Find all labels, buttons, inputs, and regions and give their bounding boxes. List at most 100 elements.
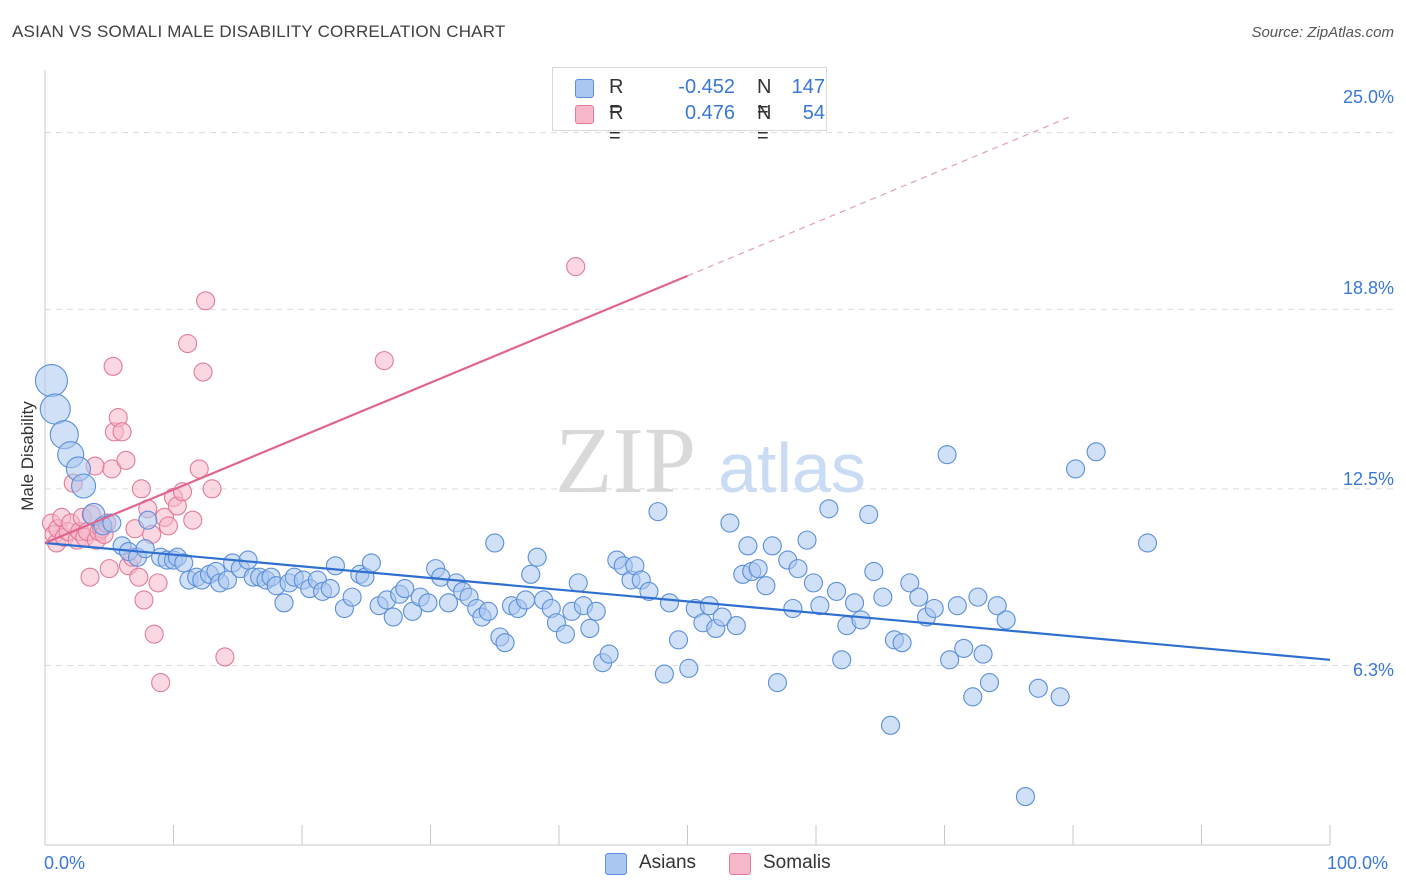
somali-point	[103, 356, 123, 376]
somali-point	[131, 479, 151, 499]
asian-point	[797, 530, 817, 550]
asian-point	[987, 596, 1007, 616]
asian-point	[1086, 442, 1106, 462]
r-value: -0.452	[678, 76, 735, 98]
n-label: N =	[757, 102, 772, 147]
asian-point	[71, 473, 97, 499]
somali-point	[202, 479, 222, 499]
asian-point	[844, 593, 865, 613]
somali-point	[151, 673, 171, 693]
somali-point	[102, 459, 122, 479]
asian-point	[1015, 787, 1036, 807]
somali-trend-line-extension	[687, 115, 1074, 277]
y-tick-label: 12.5%	[1342, 469, 1394, 489]
chart-source: Source: ZipAtlas.com	[1251, 24, 1394, 41]
asian-point	[521, 564, 541, 584]
somali-point	[129, 567, 149, 587]
asian-point	[527, 547, 547, 567]
asian-point	[726, 616, 746, 636]
asian-point	[851, 610, 871, 630]
asian-point	[1137, 533, 1158, 553]
asian-point	[138, 510, 158, 530]
asian-point	[996, 610, 1016, 630]
asian-point	[937, 445, 957, 465]
asian-point	[827, 581, 847, 601]
asian-point	[516, 590, 536, 610]
somali-point	[112, 422, 132, 442]
somali-point	[144, 624, 164, 644]
asian-point	[679, 658, 699, 678]
asian-point	[947, 596, 967, 616]
gridlines	[45, 132, 1395, 666]
asian-point	[788, 559, 808, 579]
asian-point	[342, 587, 362, 607]
asian-point	[748, 559, 768, 579]
n-value: 147	[791, 76, 825, 98]
asian-point	[880, 715, 901, 735]
asian-point	[712, 607, 732, 627]
asian-point	[767, 673, 788, 693]
somali-point	[193, 362, 213, 382]
somali-points	[41, 257, 586, 693]
asian-point	[699, 596, 719, 616]
somali-point	[99, 559, 119, 579]
asian-point	[810, 596, 830, 616]
asian-point	[859, 504, 879, 525]
asian-point	[864, 561, 884, 582]
r-label: R =	[609, 76, 624, 121]
somali-point	[158, 516, 178, 536]
asian-point	[963, 687, 983, 707]
n-value: 54	[802, 102, 825, 124]
somali-point	[80, 567, 100, 587]
asian-point	[395, 579, 415, 599]
asian-point	[924, 598, 944, 619]
n-label: N =	[757, 76, 772, 121]
x-tick-label-max: 100.0%	[1327, 853, 1389, 873]
asian-point	[979, 673, 1000, 693]
y-tick-label: 6.3%	[1352, 660, 1394, 680]
asian-point	[1028, 678, 1048, 698]
stats-legend: R = -0.452 N = 147 R = 0.476 N = 54	[552, 67, 827, 147]
asian-point	[648, 502, 668, 522]
asian-point	[762, 536, 782, 556]
somali-point	[116, 450, 136, 470]
asian-point	[438, 593, 459, 613]
asian-point	[720, 513, 740, 533]
asian-point	[803, 573, 823, 593]
legend-label-asians: Asians	[639, 852, 697, 873]
asian-point	[940, 650, 960, 670]
asian-point	[174, 553, 194, 573]
legend-label-somalis: Somalis	[763, 852, 831, 873]
asian-point	[900, 573, 920, 593]
watermark-zip: ZIP	[555, 409, 696, 513]
y-tick-label: 18.8%	[1342, 278, 1394, 298]
somali-point	[215, 647, 235, 667]
asian-point	[361, 553, 381, 573]
asian-points	[34, 364, 1158, 807]
somali-point	[134, 590, 154, 610]
asian-point	[580, 618, 600, 639]
axes	[44, 70, 1331, 846]
asian-point	[586, 601, 606, 621]
asian-point	[954, 638, 974, 658]
r-label: R =	[609, 102, 624, 147]
asian-point	[783, 598, 803, 619]
asian-point	[668, 630, 689, 650]
watermark-atlas: atlas	[718, 429, 866, 507]
asian-point	[832, 650, 852, 670]
somali-point	[196, 291, 216, 311]
asian-point	[1066, 459, 1086, 479]
chart-title: ASIAN VS SOMALI MALE DISABILITY CORRELAT…	[12, 22, 506, 41]
somali-point	[566, 257, 586, 277]
asian-point	[738, 536, 758, 556]
y-axis-label: Male Disability	[18, 401, 37, 511]
asian-point	[659, 593, 680, 613]
asian-point	[555, 624, 575, 644]
asian-point	[756, 576, 776, 596]
asian-point	[478, 601, 498, 621]
somali-point	[148, 573, 168, 593]
somalis-legend-swatch	[729, 853, 751, 875]
asian-point	[568, 573, 588, 593]
watermark: ZIP atlas	[555, 409, 866, 513]
